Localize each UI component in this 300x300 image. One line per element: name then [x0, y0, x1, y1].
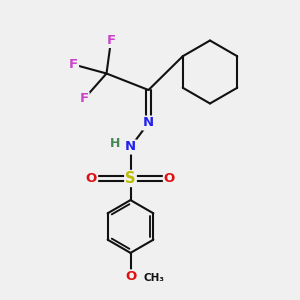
Text: O: O [86, 172, 97, 185]
Text: F: F [106, 34, 116, 47]
Text: O: O [125, 270, 136, 284]
Text: F: F [80, 92, 88, 106]
Text: S: S [125, 171, 136, 186]
Text: O: O [164, 172, 175, 185]
Text: CH₃: CH₃ [143, 273, 164, 284]
Text: N: N [125, 140, 136, 154]
Text: N: N [143, 116, 154, 130]
Text: H: H [110, 137, 121, 150]
Text: F: F [69, 58, 78, 71]
